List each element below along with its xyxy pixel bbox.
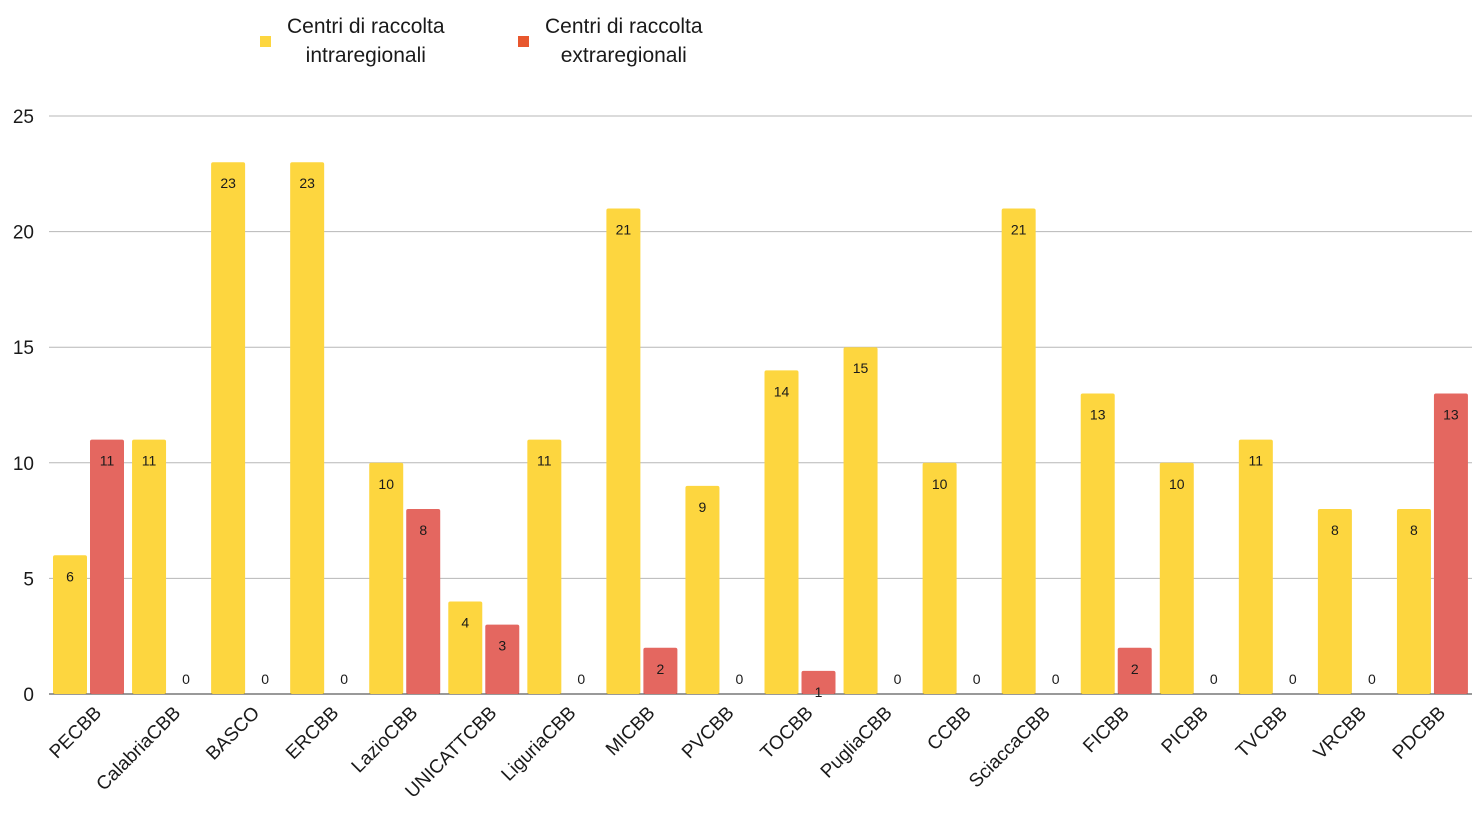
data-label: 15	[853, 360, 869, 376]
x-tick-label: PECBB	[46, 703, 106, 763]
x-tick-label: FICBB	[1079, 703, 1133, 757]
data-label: 1	[815, 684, 823, 700]
bar-extraregionali	[1433, 393, 1468, 694]
bar-intraregionali	[527, 439, 562, 694]
bar-extraregionali	[485, 624, 520, 694]
data-label: 0	[1289, 671, 1297, 687]
data-label: 4	[461, 615, 469, 631]
bar-extraregionali	[801, 670, 836, 694]
data-label: 8	[419, 522, 427, 538]
data-label: 21	[616, 221, 632, 237]
legend-swatch-extraregionali	[518, 35, 529, 47]
chart-legend: Centri di raccolta intraregionali Centri…	[0, 12, 1472, 76]
x-tick-label: LazioCBB	[348, 703, 423, 778]
bar-intraregionali	[1001, 208, 1036, 695]
y-tick-label: 5	[23, 569, 34, 590]
data-label: 13	[1090, 406, 1106, 422]
data-label: 10	[932, 476, 948, 492]
y-tick-label: 0	[23, 685, 34, 706]
x-tick-label: BASCO	[202, 703, 264, 765]
x-tick-label: VRCBB	[1310, 703, 1371, 764]
x-tick-label: MICBB	[602, 703, 659, 760]
y-tick-label: 25	[13, 107, 34, 128]
x-tick-label: PVCBB	[678, 703, 738, 763]
data-label: 23	[220, 175, 236, 191]
legend-label-extraregionali: Centri di raccolta extraregionali	[545, 15, 703, 67]
data-labels: 611 1102302301084311021290141150100210132…	[66, 175, 1459, 700]
data-label: 0	[577, 671, 585, 687]
legend-swatch-intraregionali	[260, 35, 271, 47]
gridlines	[49, 115, 1472, 695]
data-label: 11	[100, 453, 115, 469]
data-label: 10	[378, 476, 394, 492]
x-tick-label: TVCBB	[1232, 703, 1292, 763]
data-label: 23	[299, 175, 315, 191]
data-label: 2	[1131, 661, 1139, 677]
y-tick-label: 15	[13, 338, 34, 359]
data-label: 6	[66, 568, 74, 584]
data-label: 0	[1368, 671, 1376, 687]
data-label: 2	[656, 661, 664, 677]
y-tick-label: 10	[13, 454, 34, 475]
bar-intraregionali	[764, 370, 799, 694]
legend-item-extraregionali: Centri di raccolta extraregionali	[518, 12, 703, 70]
data-label: 0	[1210, 671, 1218, 687]
bar-intraregionali	[53, 555, 87, 694]
bar-intraregionali	[1317, 509, 1352, 694]
bar-intraregionali	[211, 162, 246, 695]
bar-intraregionali	[685, 485, 720, 694]
data-label: 14	[774, 383, 790, 399]
data-label: 11	[537, 453, 552, 469]
bars	[53, 162, 1468, 695]
bar-intraregionali	[1238, 439, 1273, 694]
bar-intraregionali	[1396, 509, 1431, 694]
legend-item-intraregionali: Centri di raccolta intraregionali	[260, 12, 445, 70]
y-tick-label: 20	[13, 223, 34, 244]
data-label: 0	[261, 671, 269, 687]
data-label: 3	[498, 638, 506, 654]
x-tick-label: CalabriaCBB	[93, 703, 186, 796]
data-label: 8	[1331, 522, 1339, 538]
y-axis-ticks: 0 5 10 15 20 25	[13, 107, 34, 706]
bar-extraregionali	[90, 439, 124, 694]
bar-extraregionali	[643, 647, 678, 694]
data-label: 0	[894, 671, 902, 687]
bar-intraregionali	[1159, 462, 1194, 694]
data-label: 0	[182, 671, 190, 687]
bar-intraregionali	[369, 462, 404, 694]
x-tick-label: PICBB	[1158, 703, 1213, 758]
x-tick-label: ERCBB	[282, 703, 343, 764]
x-tick-label: SciaccaCBB	[965, 703, 1055, 793]
data-label: 0	[340, 671, 348, 687]
data-label: 11	[142, 453, 157, 469]
x-tick-label: LiguriaCBB	[498, 703, 581, 786]
legend-label-intraregionali: Centri di raccolta intraregionali	[287, 15, 445, 67]
bar-extraregionali	[1117, 647, 1152, 694]
x-tick-label: TOCBB	[757, 703, 818, 764]
bar-intraregionali	[290, 162, 325, 695]
bar-intraregionali	[448, 601, 483, 694]
data-label: 0	[1052, 671, 1060, 687]
data-label: 8	[1410, 522, 1418, 538]
data-label: 0	[973, 671, 981, 687]
bar-intraregionali	[843, 347, 878, 694]
data-label: 9	[699, 499, 707, 515]
bar-intraregionali	[1080, 393, 1115, 694]
data-label: 10	[1169, 476, 1185, 492]
x-tick-label: PDCBB	[1389, 703, 1450, 764]
data-label: 21	[1011, 221, 1027, 237]
data-label: 13	[1443, 406, 1459, 422]
bar-intraregionali	[606, 208, 641, 695]
data-label: 0	[736, 671, 744, 687]
x-tick-label: CCBB	[923, 703, 975, 755]
bar-extraregionali	[406, 509, 441, 694]
bar-intraregionali	[922, 462, 957, 694]
bar-intraregionali	[132, 439, 167, 694]
x-tick-label: PugliaCBB	[817, 703, 897, 783]
data-label: 11	[1249, 453, 1264, 469]
